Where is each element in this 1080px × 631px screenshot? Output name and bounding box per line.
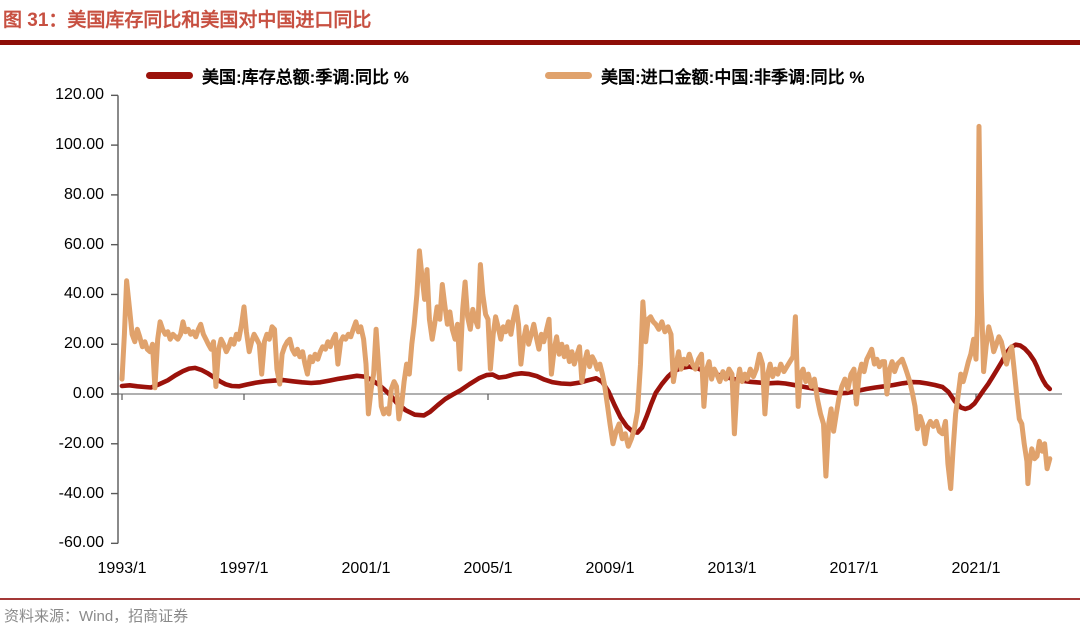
x-tick-label: 2017/1 <box>829 560 879 577</box>
y-tick-label: 100.00 <box>55 136 104 154</box>
legend-item-imports: 美国:进口金额:中国:非季调:同比 % <box>545 63 864 88</box>
legend-item-inventory: 美国:库存总额:季调:同比 % <box>146 63 409 88</box>
y-tick-label: -20.00 <box>58 434 104 452</box>
x-tick-label: 2013/1 <box>707 560 757 577</box>
imports-line <box>119 123 1053 492</box>
y-tick-label: 120.00 <box>55 86 104 104</box>
x-tick-label: 1997/1 <box>219 560 269 577</box>
x-tick-label: 2009/1 <box>585 560 635 577</box>
legend-swatch-imports <box>545 72 592 79</box>
legend-swatch-inventory <box>146 72 193 79</box>
y-tick-label: 80.00 <box>63 185 104 203</box>
y-tick-label: 40.00 <box>63 285 104 303</box>
footer-rule <box>0 598 1080 600</box>
x-tick-label: 2021/1 <box>951 560 1001 577</box>
y-tick-label: 60.00 <box>63 235 104 253</box>
y-tick-label: -40.00 <box>58 484 104 502</box>
y-tick-label: -60.00 <box>58 534 104 552</box>
figure-title: 图 31：美国库存同比和美国对中国进口同比 <box>3 10 372 31</box>
y-tick-label: 20.00 <box>63 335 104 353</box>
x-tick-label: 2001/1 <box>341 560 391 577</box>
source-note: 资料来源：Wind，招商证券 <box>4 608 189 625</box>
legend-label-imports: 美国:进口金额:中国:非季调:同比 % <box>601 68 865 87</box>
title-rule <box>0 40 1080 45</box>
x-tick-label: 2005/1 <box>463 560 513 577</box>
x-tick-label: 1993/1 <box>97 560 147 577</box>
legend-label-inventory: 美国:库存总额:季调:同比 % <box>202 68 409 87</box>
y-tick-label: 0.00 <box>72 385 104 402</box>
